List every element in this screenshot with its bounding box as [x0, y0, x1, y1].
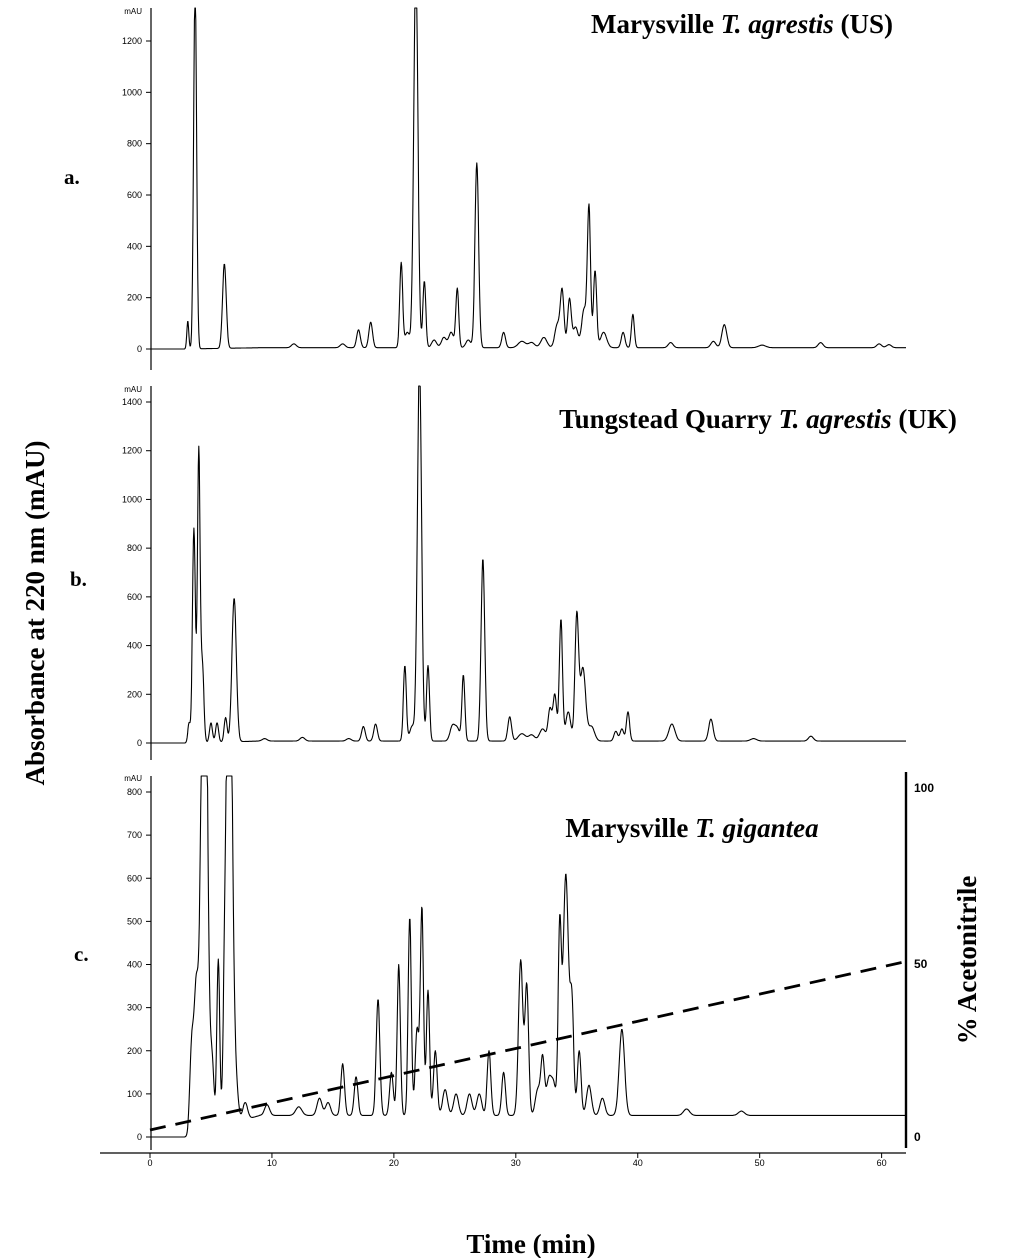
y-tick-label: 400: [127, 960, 142, 970]
right-tick-50: 50: [914, 957, 928, 971]
y-tick-label: 800: [127, 543, 142, 553]
y-tick-label: 1000: [122, 87, 142, 97]
x-tick-label: 50: [755, 1158, 765, 1168]
y-tick-label: 800: [127, 139, 142, 149]
panel-a-title-prefix: Marysville: [591, 9, 721, 39]
x-tick-label: 40: [633, 1158, 643, 1168]
panel-a-title: Marysville T. agrestis (US): [591, 9, 893, 39]
right-tick-100: 100: [914, 781, 934, 795]
panel-c-y-ticks: 0 100 200 300 400 500 600 700 800: [127, 787, 151, 1142]
panel-a-y-ticks: 0 200 400 600 800 1000 1200: [122, 36, 151, 354]
panel-b: Tungstead Quarry T. agrestis (UK) b. mAU…: [70, 385, 957, 760]
y-tick-label: 500: [127, 916, 142, 926]
panel-a-unit-label: mAU: [124, 7, 142, 16]
y-tick-label: 400: [127, 241, 142, 251]
panel-b-title-prefix: Tungstead Quarry: [559, 404, 779, 434]
panel-b-title-species: T. agrestis: [779, 404, 892, 434]
y-tick-label: 200: [127, 293, 142, 303]
y-tick-label: 1000: [122, 494, 142, 504]
right-axis-title: % Acetonitrile: [952, 876, 982, 1045]
x-axis-ticks: 0 10 20 30 40 50 60: [147, 1153, 887, 1168]
y-tick-label: 0: [137, 738, 142, 748]
acetonitrile-gradient-line: [149, 960, 907, 1132]
x-axis-title: Time (min): [466, 1229, 595, 1258]
panel-c-unit-label: mAU: [124, 774, 142, 783]
panel-a-title-suffix: (US): [834, 9, 893, 39]
y-tick-label: 400: [127, 641, 142, 651]
panel-c: Marysville T. gigantea c. mAU 0100200300…: [74, 772, 982, 1168]
x-tick-label: 0: [147, 1158, 152, 1168]
panel-c-trace: [149, 775, 907, 1138]
y-tick-label: 1200: [122, 446, 142, 456]
panel-b-title: Tungstead Quarry T. agrestis (UK): [559, 404, 957, 434]
right-tick-0: 0: [914, 1130, 921, 1144]
panel-b-title-suffix: (UK): [892, 404, 957, 434]
y-tick-label: 1200: [122, 36, 142, 46]
y-tick-label: 600: [127, 592, 142, 602]
y-tick-label: 100: [127, 1089, 142, 1099]
y-tick-label: 300: [127, 1003, 142, 1013]
y-tick-label: 1400: [122, 397, 142, 407]
y-tick-label: 700: [127, 830, 142, 840]
x-tick-label: 60: [877, 1158, 887, 1168]
y-tick-label: 200: [127, 689, 142, 699]
panel-a-label: a.: [64, 165, 80, 189]
x-tick-label: 20: [389, 1158, 399, 1168]
y-tick-label: 0: [137, 344, 142, 354]
panel-b-y-ticks: 0 200 400 600 800 1000 1200 1400: [122, 397, 151, 748]
panel-c-title-species: T. gigantea: [695, 813, 819, 843]
panel-c-title: Marysville T. gigantea: [565, 813, 818, 843]
panel-b-trace: [149, 385, 907, 744]
x-tick-label: 10: [267, 1158, 277, 1168]
panel-b-unit-label: mAU: [124, 385, 142, 394]
y-tick-label: 200: [127, 1046, 142, 1056]
panel-c-label: c.: [74, 942, 89, 966]
y-tick-label: 800: [127, 787, 142, 797]
panel-b-label: b.: [70, 567, 87, 591]
y-tick-label: 600: [127, 873, 142, 883]
panel-c-title-prefix: Marysville: [565, 813, 695, 843]
panel-a: Marysville T. agrestis (US) a. mAU 0 200 4…: [64, 7, 907, 370]
panel-a-title-species: T. agrestis: [721, 9, 834, 39]
panel-a-trace: [149, 7, 907, 350]
y-axis-title: Absorbance at 220 nm (mAU): [20, 441, 50, 786]
y-tick-label: 600: [127, 190, 142, 200]
y-tick-label: 0: [137, 1132, 142, 1142]
x-tick-label: 30: [511, 1158, 521, 1168]
